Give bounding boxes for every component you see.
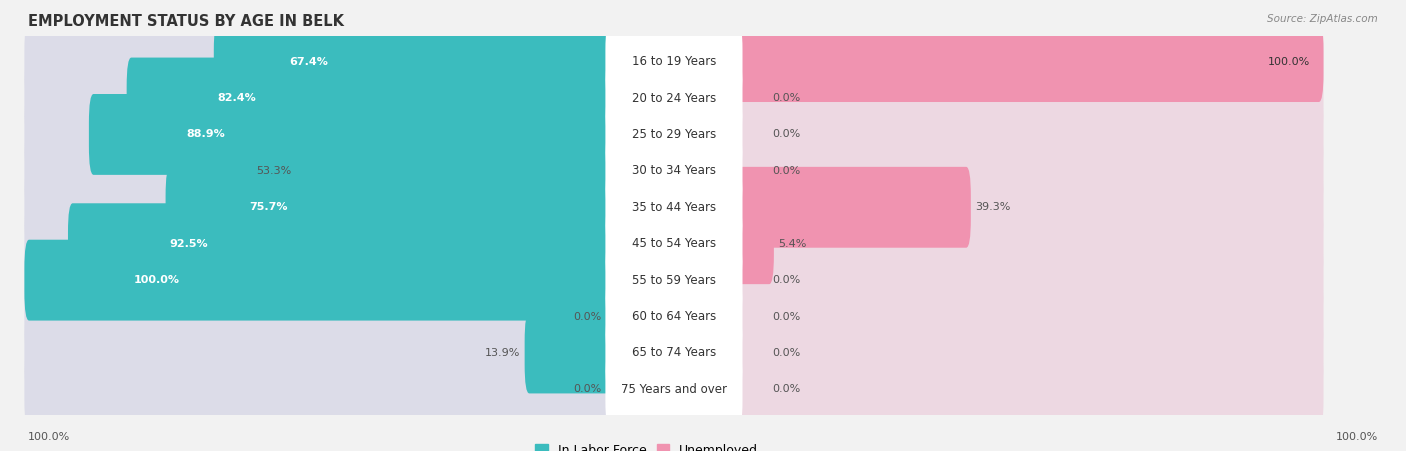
Text: 45 to 54 Years: 45 to 54 Years: [631, 237, 716, 250]
FancyBboxPatch shape: [733, 276, 1323, 357]
FancyBboxPatch shape: [24, 239, 614, 321]
Text: 100.0%: 100.0%: [28, 432, 70, 442]
Text: 0.0%: 0.0%: [773, 129, 801, 139]
FancyBboxPatch shape: [24, 130, 614, 211]
FancyBboxPatch shape: [67, 203, 614, 284]
Text: 100.0%: 100.0%: [1268, 56, 1310, 67]
Text: 65 to 74 Years: 65 to 74 Years: [631, 346, 716, 359]
FancyBboxPatch shape: [733, 203, 773, 284]
FancyBboxPatch shape: [606, 21, 742, 102]
FancyBboxPatch shape: [166, 167, 614, 248]
FancyBboxPatch shape: [214, 21, 614, 102]
Text: 0.0%: 0.0%: [773, 348, 801, 358]
FancyBboxPatch shape: [606, 167, 742, 248]
FancyBboxPatch shape: [524, 313, 614, 393]
Text: 0.0%: 0.0%: [773, 384, 801, 395]
FancyBboxPatch shape: [24, 276, 614, 357]
Text: 0.0%: 0.0%: [574, 384, 602, 395]
Text: 88.9%: 88.9%: [187, 129, 225, 139]
FancyBboxPatch shape: [733, 167, 970, 248]
FancyBboxPatch shape: [606, 349, 742, 430]
Text: 25 to 29 Years: 25 to 29 Years: [631, 128, 716, 141]
FancyBboxPatch shape: [24, 239, 614, 321]
FancyBboxPatch shape: [24, 313, 614, 393]
FancyBboxPatch shape: [606, 239, 742, 321]
FancyBboxPatch shape: [733, 313, 1323, 393]
FancyBboxPatch shape: [606, 58, 742, 138]
Text: 75 Years and over: 75 Years and over: [621, 383, 727, 396]
Text: 100.0%: 100.0%: [134, 275, 180, 285]
Text: Source: ZipAtlas.com: Source: ZipAtlas.com: [1267, 14, 1378, 23]
FancyBboxPatch shape: [733, 349, 1323, 430]
FancyBboxPatch shape: [24, 203, 614, 284]
Text: 0.0%: 0.0%: [773, 312, 801, 322]
FancyBboxPatch shape: [606, 276, 742, 357]
Text: 67.4%: 67.4%: [290, 56, 328, 67]
Text: 16 to 19 Years: 16 to 19 Years: [631, 55, 716, 68]
FancyBboxPatch shape: [733, 21, 1323, 102]
Text: 60 to 64 Years: 60 to 64 Years: [631, 310, 716, 323]
FancyBboxPatch shape: [24, 58, 614, 138]
FancyBboxPatch shape: [127, 58, 614, 138]
Text: 39.3%: 39.3%: [974, 202, 1011, 212]
Text: 55 to 59 Years: 55 to 59 Years: [631, 274, 716, 287]
FancyBboxPatch shape: [89, 94, 614, 175]
FancyBboxPatch shape: [733, 58, 1323, 138]
FancyBboxPatch shape: [733, 167, 1323, 248]
FancyBboxPatch shape: [733, 239, 1323, 321]
FancyBboxPatch shape: [733, 203, 1323, 284]
FancyBboxPatch shape: [295, 130, 614, 211]
FancyBboxPatch shape: [733, 94, 1323, 175]
Text: 0.0%: 0.0%: [773, 93, 801, 103]
FancyBboxPatch shape: [606, 313, 742, 393]
FancyBboxPatch shape: [606, 94, 742, 175]
FancyBboxPatch shape: [24, 349, 614, 430]
FancyBboxPatch shape: [733, 130, 1323, 211]
Legend: In Labor Force, Unemployed: In Labor Force, Unemployed: [530, 439, 763, 451]
Text: 75.7%: 75.7%: [249, 202, 288, 212]
Text: 100.0%: 100.0%: [1336, 432, 1378, 442]
Text: 13.9%: 13.9%: [485, 348, 520, 358]
Text: 92.5%: 92.5%: [169, 239, 208, 249]
Text: 82.4%: 82.4%: [218, 93, 256, 103]
Text: 53.3%: 53.3%: [256, 166, 291, 176]
Text: 0.0%: 0.0%: [574, 312, 602, 322]
FancyBboxPatch shape: [606, 203, 742, 284]
Text: EMPLOYMENT STATUS BY AGE IN BELK: EMPLOYMENT STATUS BY AGE IN BELK: [28, 14, 344, 28]
FancyBboxPatch shape: [24, 21, 614, 102]
FancyBboxPatch shape: [24, 167, 614, 248]
Text: 0.0%: 0.0%: [773, 166, 801, 176]
FancyBboxPatch shape: [733, 21, 1323, 102]
Text: 5.4%: 5.4%: [778, 239, 806, 249]
FancyBboxPatch shape: [24, 94, 614, 175]
Text: 30 to 34 Years: 30 to 34 Years: [631, 164, 716, 177]
Text: 35 to 44 Years: 35 to 44 Years: [631, 201, 716, 214]
Text: 20 to 24 Years: 20 to 24 Years: [631, 92, 716, 105]
Text: 0.0%: 0.0%: [773, 275, 801, 285]
FancyBboxPatch shape: [606, 130, 742, 211]
